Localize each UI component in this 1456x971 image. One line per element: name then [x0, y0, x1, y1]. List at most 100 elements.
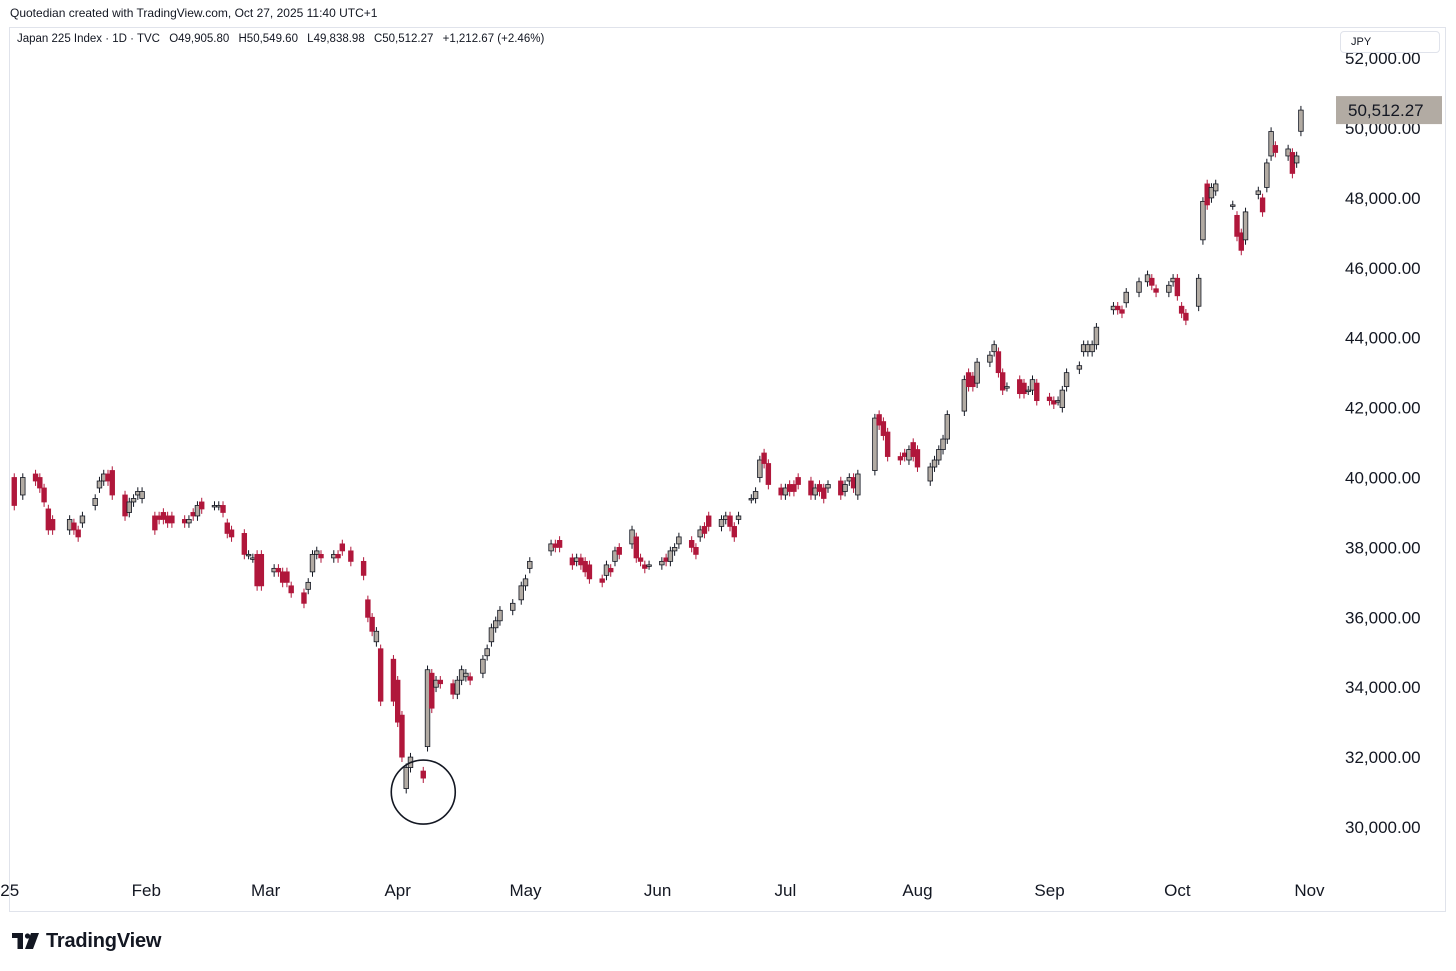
candle-up: [1089, 344, 1095, 353]
candle-up: [659, 560, 665, 566]
y-tick-label: 34,000.00: [1345, 678, 1421, 697]
candle-down: [1259, 197, 1266, 213]
candle-up: [96, 480, 103, 489]
candle-down: [220, 505, 226, 513]
candle-down: [348, 550, 354, 562]
candle-up: [92, 498, 98, 506]
candle-up: [1059, 389, 1066, 409]
candle-up: [612, 550, 618, 562]
candle-down: [556, 540, 563, 548]
candle-up: [305, 581, 311, 590]
candle-up: [667, 550, 674, 562]
candle-up: [1093, 326, 1100, 346]
candle-up: [480, 658, 486, 674]
candle-up: [1166, 284, 1172, 293]
candle-up: [1136, 281, 1142, 293]
candle-up: [194, 505, 201, 517]
candle-up: [497, 609, 503, 622]
candle-down: [821, 487, 827, 499]
tradingview-logo-icon: [12, 932, 39, 949]
candle-up: [872, 417, 878, 471]
candle-up: [718, 519, 725, 527]
x-tick-label: Mar: [251, 881, 281, 900]
candle-down: [897, 456, 904, 461]
currency-selector[interactable]: JPY: [1340, 31, 1440, 53]
candle-up: [676, 536, 682, 545]
x-tick-label: Sep: [1034, 881, 1064, 900]
legend-high: H50,549.60: [238, 33, 298, 45]
candle-down: [75, 529, 81, 538]
candle-up: [484, 648, 490, 657]
candle-down: [761, 452, 767, 464]
x-tick-label: Jul: [775, 881, 797, 900]
candle-down: [1153, 288, 1159, 293]
candle-up: [1200, 200, 1206, 241]
y-tick-label: 36,000.00: [1345, 608, 1421, 627]
candle-down: [616, 547, 622, 555]
candle-down: [693, 547, 699, 555]
tradingview-logo[interactable]: TradingView: [12, 930, 161, 953]
legend-close: C50,512.27: [373, 33, 434, 45]
candle-down: [11, 477, 17, 506]
candle-up: [991, 344, 997, 353]
candle-down: [369, 616, 375, 632]
x-tick-label: Aug: [902, 881, 932, 900]
candle-down: [995, 351, 1002, 374]
candle-down: [876, 414, 882, 426]
candle-up: [126, 501, 132, 513]
candle-down: [701, 526, 708, 534]
candle-down: [420, 770, 426, 779]
candle-down: [224, 522, 230, 534]
candle-up: [735, 515, 742, 520]
candle-up: [961, 379, 968, 412]
legend-low: L49,838.98: [307, 33, 365, 45]
candle-down: [335, 553, 341, 559]
candle-up: [1298, 109, 1304, 132]
x-tick-label: Apr: [384, 881, 411, 900]
candle-up: [646, 564, 652, 567]
candle-up: [1242, 211, 1249, 241]
candle-down: [1046, 396, 1053, 402]
candle-down: [1178, 305, 1185, 314]
candle-down: [914, 449, 921, 468]
candle-down: [1021, 382, 1027, 395]
y-tick-label: 38,000.00: [1345, 538, 1421, 557]
candle-down: [284, 571, 290, 583]
legend-open: O49,905.80: [169, 33, 230, 45]
candle-up: [79, 515, 86, 524]
candle-up: [842, 484, 848, 492]
candle-up: [1123, 291, 1129, 304]
y-tick-label: 42,000.00: [1345, 399, 1421, 418]
candle-up: [927, 466, 933, 482]
candle-down: [884, 431, 891, 457]
y-tick-label: 46,000.00: [1345, 259, 1421, 278]
x-tick-label: May: [509, 881, 542, 900]
candle-down: [1183, 312, 1189, 321]
candle-up: [463, 672, 469, 678]
candle-up: [245, 553, 252, 557]
candle-up: [1195, 277, 1202, 307]
candle-down: [288, 585, 294, 594]
chart-frame: [9, 27, 1446, 912]
candle-up: [987, 354, 993, 363]
candle-down: [109, 470, 115, 496]
candle-down: [318, 553, 324, 559]
candle-down: [377, 648, 384, 702]
candle-up: [940, 438, 946, 450]
candle-down: [275, 567, 282, 573]
y-tick-label: 48,000.00: [1345, 189, 1421, 208]
candle-up: [1230, 204, 1236, 207]
candle-up: [1063, 372, 1070, 388]
annotation-circle: [390, 759, 457, 825]
candle-down: [399, 714, 405, 758]
candle-down: [795, 477, 801, 485]
candle-up: [314, 550, 320, 555]
candle-up: [855, 473, 861, 496]
candle-down: [1149, 277, 1155, 286]
candle-up: [1213, 183, 1219, 192]
candle-up: [510, 602, 516, 611]
candle-up: [488, 627, 495, 643]
candle-down: [633, 536, 639, 559]
candle-up: [1076, 365, 1083, 370]
